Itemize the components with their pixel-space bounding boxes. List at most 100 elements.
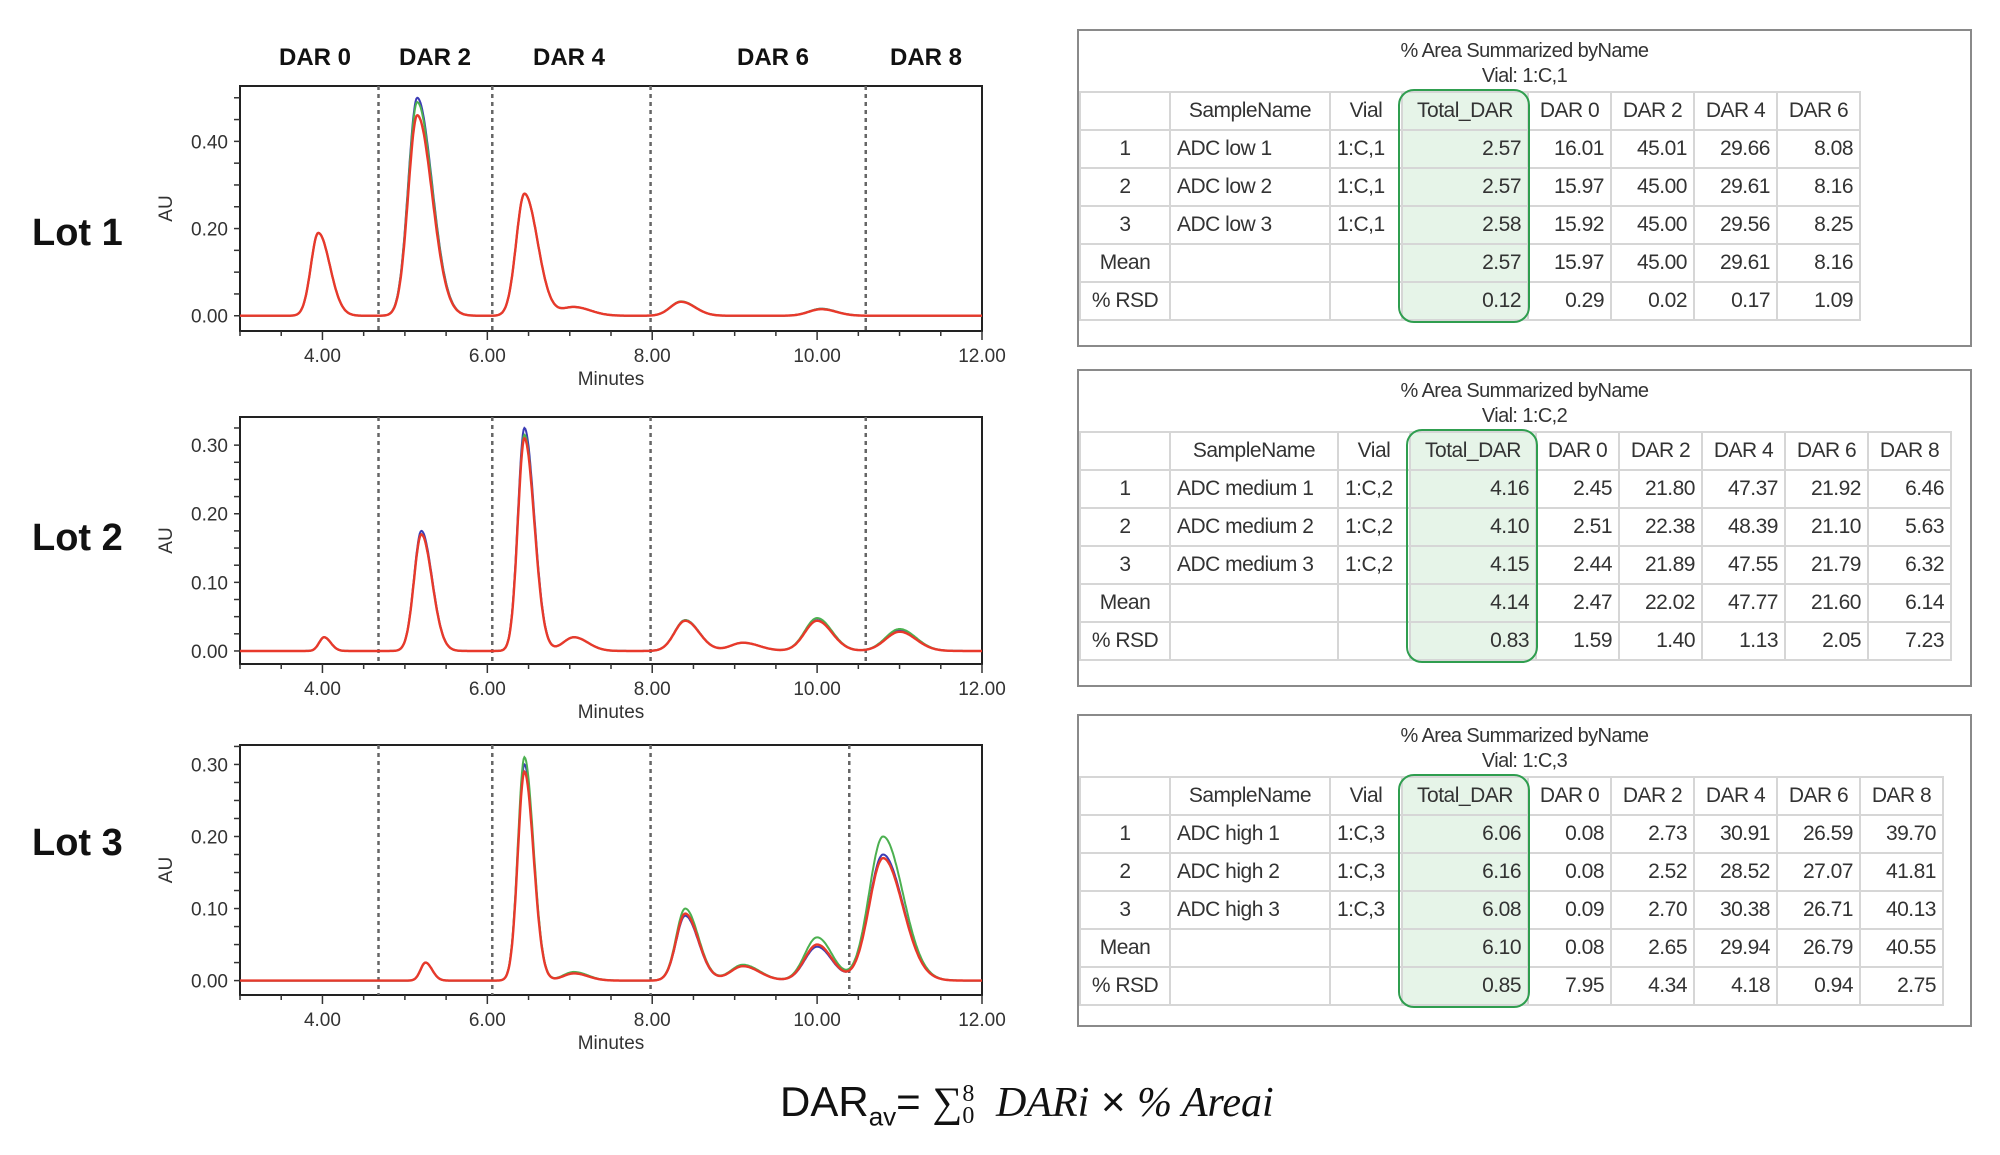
- table-cell: 2.52: [1610, 852, 1695, 892]
- table-cell: 1: [1079, 814, 1171, 854]
- column-header: Total_DAR: [1409, 431, 1537, 471]
- table-cell: [1337, 621, 1411, 661]
- x-axis-label: Minutes: [578, 1033, 645, 1054]
- table-cell: 8.08: [1776, 129, 1861, 169]
- table-cell: [1329, 928, 1403, 968]
- y-tick-label: 0.00: [191, 642, 228, 663]
- chromatogram-lot-3: 4.00 6.00 8.00 10.00 12.00 Minutes 0.00 0.10 0.2…: [156, 744, 1006, 1054]
- summary-table-lot-2: % Area Summarized byName Vial: 1:C,2 Sampl…: [1077, 369, 1972, 687]
- table-cell: % RSD: [1079, 966, 1171, 1006]
- x-tick-label: 12.00: [958, 1010, 1006, 1031]
- lot-label-3: Lot 3: [32, 822, 123, 864]
- y-tick-label: 0.00: [191, 307, 228, 328]
- table-cell: 1.13: [1701, 621, 1786, 661]
- table-cell: 28.52: [1693, 852, 1778, 892]
- column-header: DAR 0: [1527, 776, 1612, 816]
- table-cell: 21.10: [1784, 507, 1869, 547]
- table-cell: 2.44: [1535, 545, 1620, 585]
- table-cell: 47.77: [1701, 583, 1786, 623]
- table-cell: 7.95: [1527, 966, 1612, 1006]
- table-cell: ADC medium 3: [1169, 545, 1339, 585]
- table-cell: 1.59: [1535, 621, 1620, 661]
- table-cell: [1169, 583, 1339, 623]
- table-cell: 4.10: [1409, 507, 1537, 547]
- table-cell: [1169, 243, 1331, 283]
- table-cell: [1169, 621, 1339, 661]
- table-cell: 5.63: [1867, 507, 1952, 547]
- table-cell: 22.38: [1618, 507, 1703, 547]
- table-row: 1 ADC high 1 1:C,3 6.06 0.08 2.73 30.91 26.59 39…: [1079, 814, 1944, 854]
- table-cell: 2.73: [1610, 814, 1695, 854]
- formula-lhs-subscript: av: [868, 1101, 897, 1132]
- table-cell: ADC medium 1: [1169, 469, 1339, 509]
- y-tick-label: 0.10: [191, 900, 228, 921]
- y-axis-label: AU: [156, 527, 177, 553]
- y-tick-label: 0.20: [191, 220, 228, 241]
- table-cell: 15.97: [1527, 167, 1612, 207]
- x-axis-label: Minutes: [578, 369, 645, 390]
- table-cell: 2: [1079, 507, 1171, 547]
- trace-injection-1: [240, 96, 982, 317]
- column-header: SampleName: [1169, 91, 1331, 131]
- x-tick-label: 6.00: [469, 679, 506, 700]
- chromatogram-lot-1: 4.00 6.00 8.00 10.00 12.00 Minutes 0.00 0.20 0.4…: [156, 85, 1006, 390]
- dar-average-formula: DARav= ∑8 0 DARi × % Areai: [780, 1078, 1274, 1132]
- table-cell: Mean: [1079, 928, 1171, 968]
- table-cell: [1329, 966, 1403, 1006]
- table-cell: ADC low 2: [1169, 167, 1331, 207]
- table-cell: 47.37: [1701, 469, 1786, 509]
- table-cell: 0.08: [1527, 928, 1612, 968]
- y-tick-label: 0.30: [191, 755, 228, 776]
- table-row: 3 ADC medium 3 1:C,2 4.15 2.44 21.89 47.55 21.7…: [1079, 545, 1952, 585]
- table-cell: 1:C,1: [1329, 205, 1403, 245]
- table-cell: 0.94: [1776, 966, 1861, 1006]
- table-cell: ADC high 3: [1169, 890, 1331, 930]
- table-cell: [1329, 243, 1403, 283]
- y-tick-label: 0.20: [191, 505, 228, 526]
- table-cell: 1: [1079, 469, 1171, 509]
- table-cell: 4.15: [1409, 545, 1537, 585]
- column-header: Vial: [1329, 91, 1403, 131]
- table-cell: 45.00: [1610, 167, 1695, 207]
- table-cell: [1337, 583, 1411, 623]
- table-cell: 40.55: [1859, 928, 1944, 968]
- table-cell: 21.79: [1784, 545, 1869, 585]
- y-tick-label: 0.20: [191, 827, 228, 848]
- trace-injection-3: [240, 769, 982, 982]
- table-cell: 15.92: [1527, 205, 1612, 245]
- table-cell: 0.08: [1527, 814, 1612, 854]
- table-row: 2 ADC low 2 1:C,1 2.57 15.97 45.00 29.61 8.16: [1079, 167, 1861, 207]
- y-axis-label: AU: [156, 195, 177, 221]
- table-cell: 4.14: [1409, 583, 1537, 623]
- dar-region-label: DAR 6: [736, 44, 810, 71]
- table-cell: 4.16: [1409, 469, 1537, 509]
- table-cell: 8.16: [1776, 167, 1861, 207]
- column-header: DAR 4: [1701, 431, 1786, 471]
- formula-upper-limit: 8: [962, 1080, 975, 1107]
- results-table: SampleName Vial Total_DAR DAR 0 DAR 2 DAR 4 DA…: [1079, 91, 1861, 321]
- table-cell: 29.61: [1693, 243, 1778, 283]
- formula-lower-limit: 0: [962, 1102, 975, 1129]
- table-cell: 21.92: [1784, 469, 1869, 509]
- table-cell: 2.45: [1535, 469, 1620, 509]
- formula-term-dari: DARi: [995, 1080, 1090, 1126]
- table-cell: 45.00: [1610, 205, 1695, 245]
- table-row: 3 ADC high 3 1:C,3 6.08 0.09 2.70 30.38 26.71 40…: [1079, 890, 1944, 930]
- x-tick-label: 10.00: [793, 1010, 841, 1031]
- column-header: DAR 2: [1610, 91, 1695, 131]
- table-header-row: SampleName Vial Total_DAR DAR 0 DAR 2 DAR 4 DA…: [1079, 431, 1952, 471]
- y-tick-label: 0.40: [191, 132, 228, 153]
- table-cell: 30.91: [1693, 814, 1778, 854]
- table-cell: 2.57: [1401, 243, 1529, 283]
- table-cell: 1:C,3: [1329, 814, 1403, 854]
- table-cell: 3: [1079, 545, 1171, 585]
- table-cell: Mean: [1079, 243, 1171, 283]
- table-cell: 29.61: [1693, 167, 1778, 207]
- table-cell: 1:C,2: [1337, 507, 1411, 547]
- table-cell: 45.01: [1610, 129, 1695, 169]
- table-cell: 39.70: [1859, 814, 1944, 854]
- table-subtitle: Vial: 1:C,1: [1481, 65, 1568, 87]
- trace-injection-1: [240, 426, 982, 652]
- table-cell: 2: [1079, 852, 1171, 892]
